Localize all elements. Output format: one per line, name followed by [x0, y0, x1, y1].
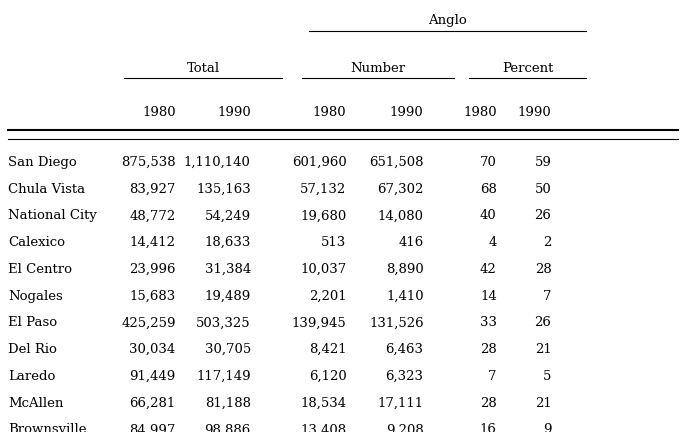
Text: 14: 14 [480, 290, 497, 303]
Text: 18,534: 18,534 [300, 397, 346, 410]
Text: 19,489: 19,489 [204, 290, 251, 303]
Text: 18,633: 18,633 [204, 236, 251, 249]
Text: 48,772: 48,772 [130, 210, 176, 222]
Text: Percent: Percent [501, 62, 553, 75]
Text: San Diego: San Diego [8, 156, 77, 169]
Text: 9: 9 [543, 423, 552, 432]
Text: 68: 68 [480, 183, 497, 196]
Text: 503,325: 503,325 [196, 316, 251, 329]
Text: 416: 416 [399, 236, 424, 249]
Text: 59: 59 [534, 156, 552, 169]
Text: Nogales: Nogales [8, 290, 63, 303]
Text: 50: 50 [534, 183, 552, 196]
Text: 31,384: 31,384 [204, 263, 251, 276]
Text: 9,208: 9,208 [386, 423, 424, 432]
Text: 28: 28 [480, 397, 497, 410]
Text: 875,538: 875,538 [121, 156, 176, 169]
Text: El Centro: El Centro [8, 263, 72, 276]
Text: 28: 28 [480, 343, 497, 356]
Text: 70: 70 [480, 156, 497, 169]
Text: Anglo: Anglo [428, 14, 466, 27]
Text: 66,281: 66,281 [130, 397, 176, 410]
Text: 81,188: 81,188 [204, 397, 251, 410]
Text: 2,201: 2,201 [309, 290, 346, 303]
Text: 33: 33 [480, 316, 497, 329]
Text: Number: Number [351, 62, 405, 75]
Text: 26: 26 [534, 210, 552, 222]
Text: 1980: 1980 [313, 105, 346, 118]
Text: National City: National City [8, 210, 97, 222]
Text: 16: 16 [480, 423, 497, 432]
Text: 1980: 1980 [142, 105, 176, 118]
Text: 19,680: 19,680 [300, 210, 346, 222]
Text: 91,449: 91,449 [130, 370, 176, 383]
Text: El Paso: El Paso [8, 316, 58, 329]
Text: 30,034: 30,034 [130, 343, 176, 356]
Text: 513: 513 [321, 236, 346, 249]
Text: 26: 26 [534, 316, 552, 329]
Text: 1,410: 1,410 [386, 290, 424, 303]
Text: 5: 5 [543, 370, 552, 383]
Text: 21: 21 [534, 397, 552, 410]
Text: 6,323: 6,323 [386, 370, 424, 383]
Text: 1990: 1990 [217, 105, 251, 118]
Text: 117,149: 117,149 [196, 370, 251, 383]
Text: 6,120: 6,120 [309, 370, 346, 383]
Text: 1990: 1990 [390, 105, 424, 118]
Text: 42: 42 [480, 263, 497, 276]
Text: McAllen: McAllen [8, 397, 64, 410]
Text: 30,705: 30,705 [204, 343, 251, 356]
Text: 601,960: 601,960 [292, 156, 346, 169]
Text: 425,259: 425,259 [121, 316, 176, 329]
Text: 98,886: 98,886 [204, 423, 251, 432]
Text: Brownsville: Brownsville [8, 423, 86, 432]
Text: 17,111: 17,111 [377, 397, 424, 410]
Text: 7: 7 [488, 370, 497, 383]
Text: 54,249: 54,249 [204, 210, 251, 222]
Text: 28: 28 [534, 263, 552, 276]
Text: 57,132: 57,132 [300, 183, 346, 196]
Text: 1980: 1980 [463, 105, 497, 118]
Text: Laredo: Laredo [8, 370, 56, 383]
Text: 8,890: 8,890 [386, 263, 424, 276]
Text: Del Rio: Del Rio [8, 343, 57, 356]
Text: 131,526: 131,526 [369, 316, 424, 329]
Text: 67,302: 67,302 [377, 183, 424, 196]
Text: 40: 40 [480, 210, 497, 222]
Text: 8,421: 8,421 [309, 343, 346, 356]
Text: 2: 2 [543, 236, 552, 249]
Text: 1,110,140: 1,110,140 [184, 156, 251, 169]
Text: 21: 21 [534, 343, 552, 356]
Text: 23,996: 23,996 [129, 263, 176, 276]
Text: 83,927: 83,927 [129, 183, 176, 196]
Text: 84,997: 84,997 [129, 423, 176, 432]
Text: Total: Total [187, 62, 220, 75]
Text: 14,080: 14,080 [377, 210, 424, 222]
Text: 10,037: 10,037 [300, 263, 346, 276]
Text: Chula Vista: Chula Vista [8, 183, 85, 196]
Text: 6,463: 6,463 [386, 343, 424, 356]
Text: 4: 4 [488, 236, 497, 249]
Text: 15,683: 15,683 [130, 290, 176, 303]
Text: Calexico: Calexico [8, 236, 65, 249]
Text: 1990: 1990 [518, 105, 552, 118]
Text: 139,945: 139,945 [292, 316, 346, 329]
Text: 135,163: 135,163 [196, 183, 251, 196]
Text: 14,412: 14,412 [130, 236, 176, 249]
Text: 651,508: 651,508 [369, 156, 424, 169]
Text: 7: 7 [543, 290, 552, 303]
Text: 13,408: 13,408 [300, 423, 346, 432]
